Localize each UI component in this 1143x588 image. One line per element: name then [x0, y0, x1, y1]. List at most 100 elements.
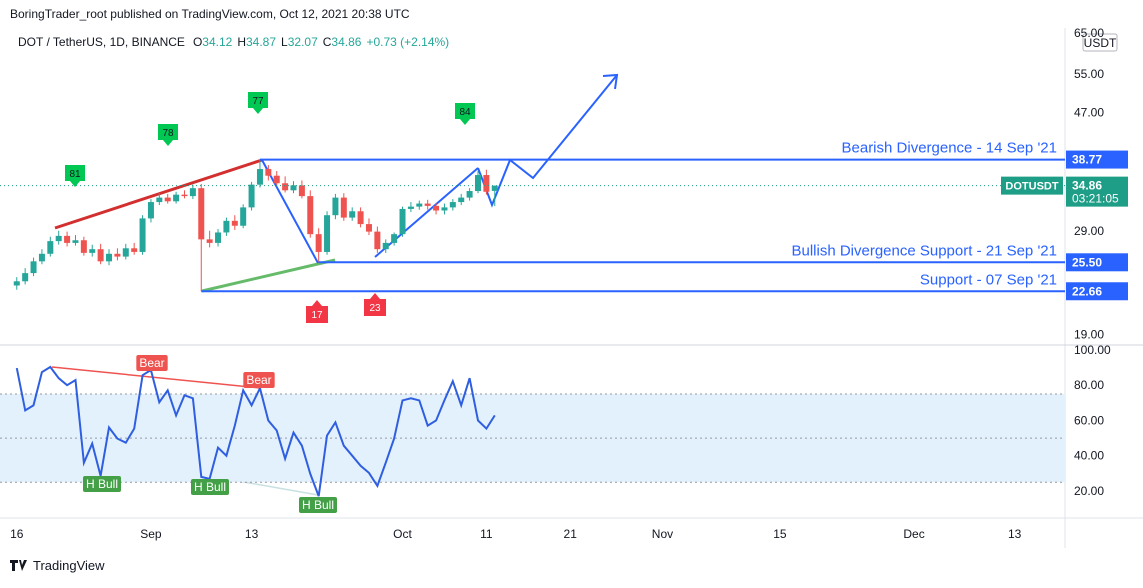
currency-box[interactable] [1082, 33, 1118, 52]
candle-body [282, 183, 289, 191]
candle-body [55, 235, 62, 242]
candle-body [357, 211, 364, 225]
wave-line [261, 159, 319, 264]
pivot-badge [364, 293, 386, 316]
candle-body [106, 253, 113, 262]
candle-body [198, 188, 205, 240]
candle-body [13, 281, 20, 286]
y-tick-label: 55.00 [1074, 67, 1104, 81]
pivot-badge [248, 92, 268, 114]
trend-line [201, 258, 336, 293]
candle-body [433, 205, 440, 211]
brand-logo: TradingView [10, 558, 105, 573]
rsi-label: Bear [139, 356, 164, 370]
ohlc-value: 32.07 [288, 35, 318, 49]
candle-body [156, 197, 163, 203]
candle-body [307, 196, 314, 235]
y-tick-label: 47.00 [1074, 105, 1104, 119]
y-tick-label: 80.00 [1074, 378, 1104, 392]
rsi-label-bg [190, 479, 230, 495]
x-tick-label: 13 [1008, 527, 1022, 541]
x-tick-label: 11 [480, 527, 493, 541]
x-tick-label: 21 [564, 527, 578, 541]
level-text: Bullish Divergence Support - 21 Sep '21 [791, 242, 1057, 259]
candle-body [298, 185, 305, 197]
candle-body [47, 241, 54, 254]
rsi-label: Bear [246, 373, 271, 387]
arrow-head [602, 73, 619, 90]
rsi-label-bg [243, 372, 275, 388]
trend-line [54, 158, 263, 230]
candle-body [449, 202, 456, 208]
candle-body [340, 197, 347, 218]
candle-body [206, 239, 213, 243]
candle-body [231, 220, 238, 226]
candle-body [223, 220, 230, 233]
y-tick-label: 60.00 [1074, 413, 1104, 427]
pivot-label: 17 [311, 310, 323, 321]
candle-body [424, 203, 431, 206]
rsi-divergence-line [51, 366, 261, 389]
candle-body [441, 207, 448, 211]
candle-body [248, 184, 255, 208]
price-badge-value: 34.86 [1072, 179, 1102, 193]
rsi-line [15, 365, 496, 497]
candle-body [89, 249, 96, 253]
ohlc-label: C [323, 35, 332, 49]
candle-body [240, 207, 247, 226]
rsi-label-bg [136, 355, 168, 371]
brand: TradingView [33, 558, 105, 573]
y-tick-label: 65.00 [1074, 26, 1104, 40]
candle-body [349, 211, 356, 218]
pivot-badge [158, 124, 178, 146]
x-tick-label: Sep [140, 527, 162, 541]
candle-body [97, 249, 104, 262]
pivot-badge [306, 300, 328, 323]
candle-body [22, 273, 29, 282]
candle-body [365, 224, 372, 232]
candle-body [491, 185, 498, 191]
candle-body [147, 202, 154, 219]
candle-body [256, 169, 263, 185]
ticker-badge [1001, 176, 1063, 195]
ohlc-value: 34.87 [246, 35, 276, 49]
x-tick-label: Dec [903, 527, 924, 541]
level-badge [1066, 253, 1128, 272]
rsi-band [0, 394, 1065, 483]
candle-body [72, 240, 79, 243]
pivot-label: 77 [252, 96, 264, 107]
rsi-label: H Bull [86, 477, 118, 491]
candle-body [407, 206, 414, 209]
publisher: BoringTrader_root published on TradingVi… [10, 7, 410, 21]
candle-body [189, 188, 196, 197]
candle-body [114, 253, 121, 257]
level-text: Bearish Divergence - 14 Sep '21 [842, 140, 1058, 157]
candle-body [391, 234, 398, 243]
pivot-badge [65, 165, 85, 187]
candle-body [181, 194, 188, 197]
rsi-label: H Bull [194, 480, 226, 494]
ohlc-label: L [281, 35, 288, 49]
pivot-label: 78 [162, 128, 174, 139]
candle-body [382, 242, 389, 250]
ohlc-label: O [193, 35, 202, 49]
candle-body [273, 175, 280, 184]
candle-body [164, 197, 171, 202]
candle-body [290, 185, 297, 191]
candle-body [38, 253, 45, 262]
rsi-label-bg [298, 497, 338, 513]
x-tick-label: 16 [10, 527, 24, 541]
level-badge [1066, 282, 1128, 301]
candle-body [64, 235, 71, 243]
x-tick-label: 15 [773, 527, 787, 541]
candle-body [416, 203, 423, 207]
candle-body [315, 234, 322, 252]
y-tick-label: 29.00 [1074, 224, 1104, 238]
ohlc-value: 34.12 [202, 35, 232, 49]
candle-body [215, 232, 222, 243]
countdown: 03:21:05 [1072, 192, 1119, 206]
candle-body [324, 215, 331, 252]
candle-body [332, 197, 339, 216]
